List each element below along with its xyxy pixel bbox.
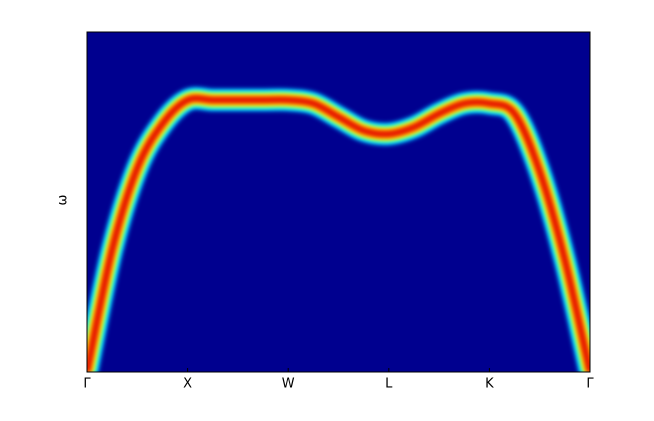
x-tick-label: X [183,377,192,392]
plot-frame [86,31,591,373]
line [87,95,590,372]
plot-background [87,32,590,372]
x-tick-label: L [385,377,393,392]
x-tick-label: W [282,377,295,392]
x-tick-label: Γ [83,377,91,392]
x-tick-label: Γ [586,377,594,392]
plot-area [87,87,590,372]
y-axis-label: ω [56,195,71,206]
x-tick-label: K [485,377,494,392]
